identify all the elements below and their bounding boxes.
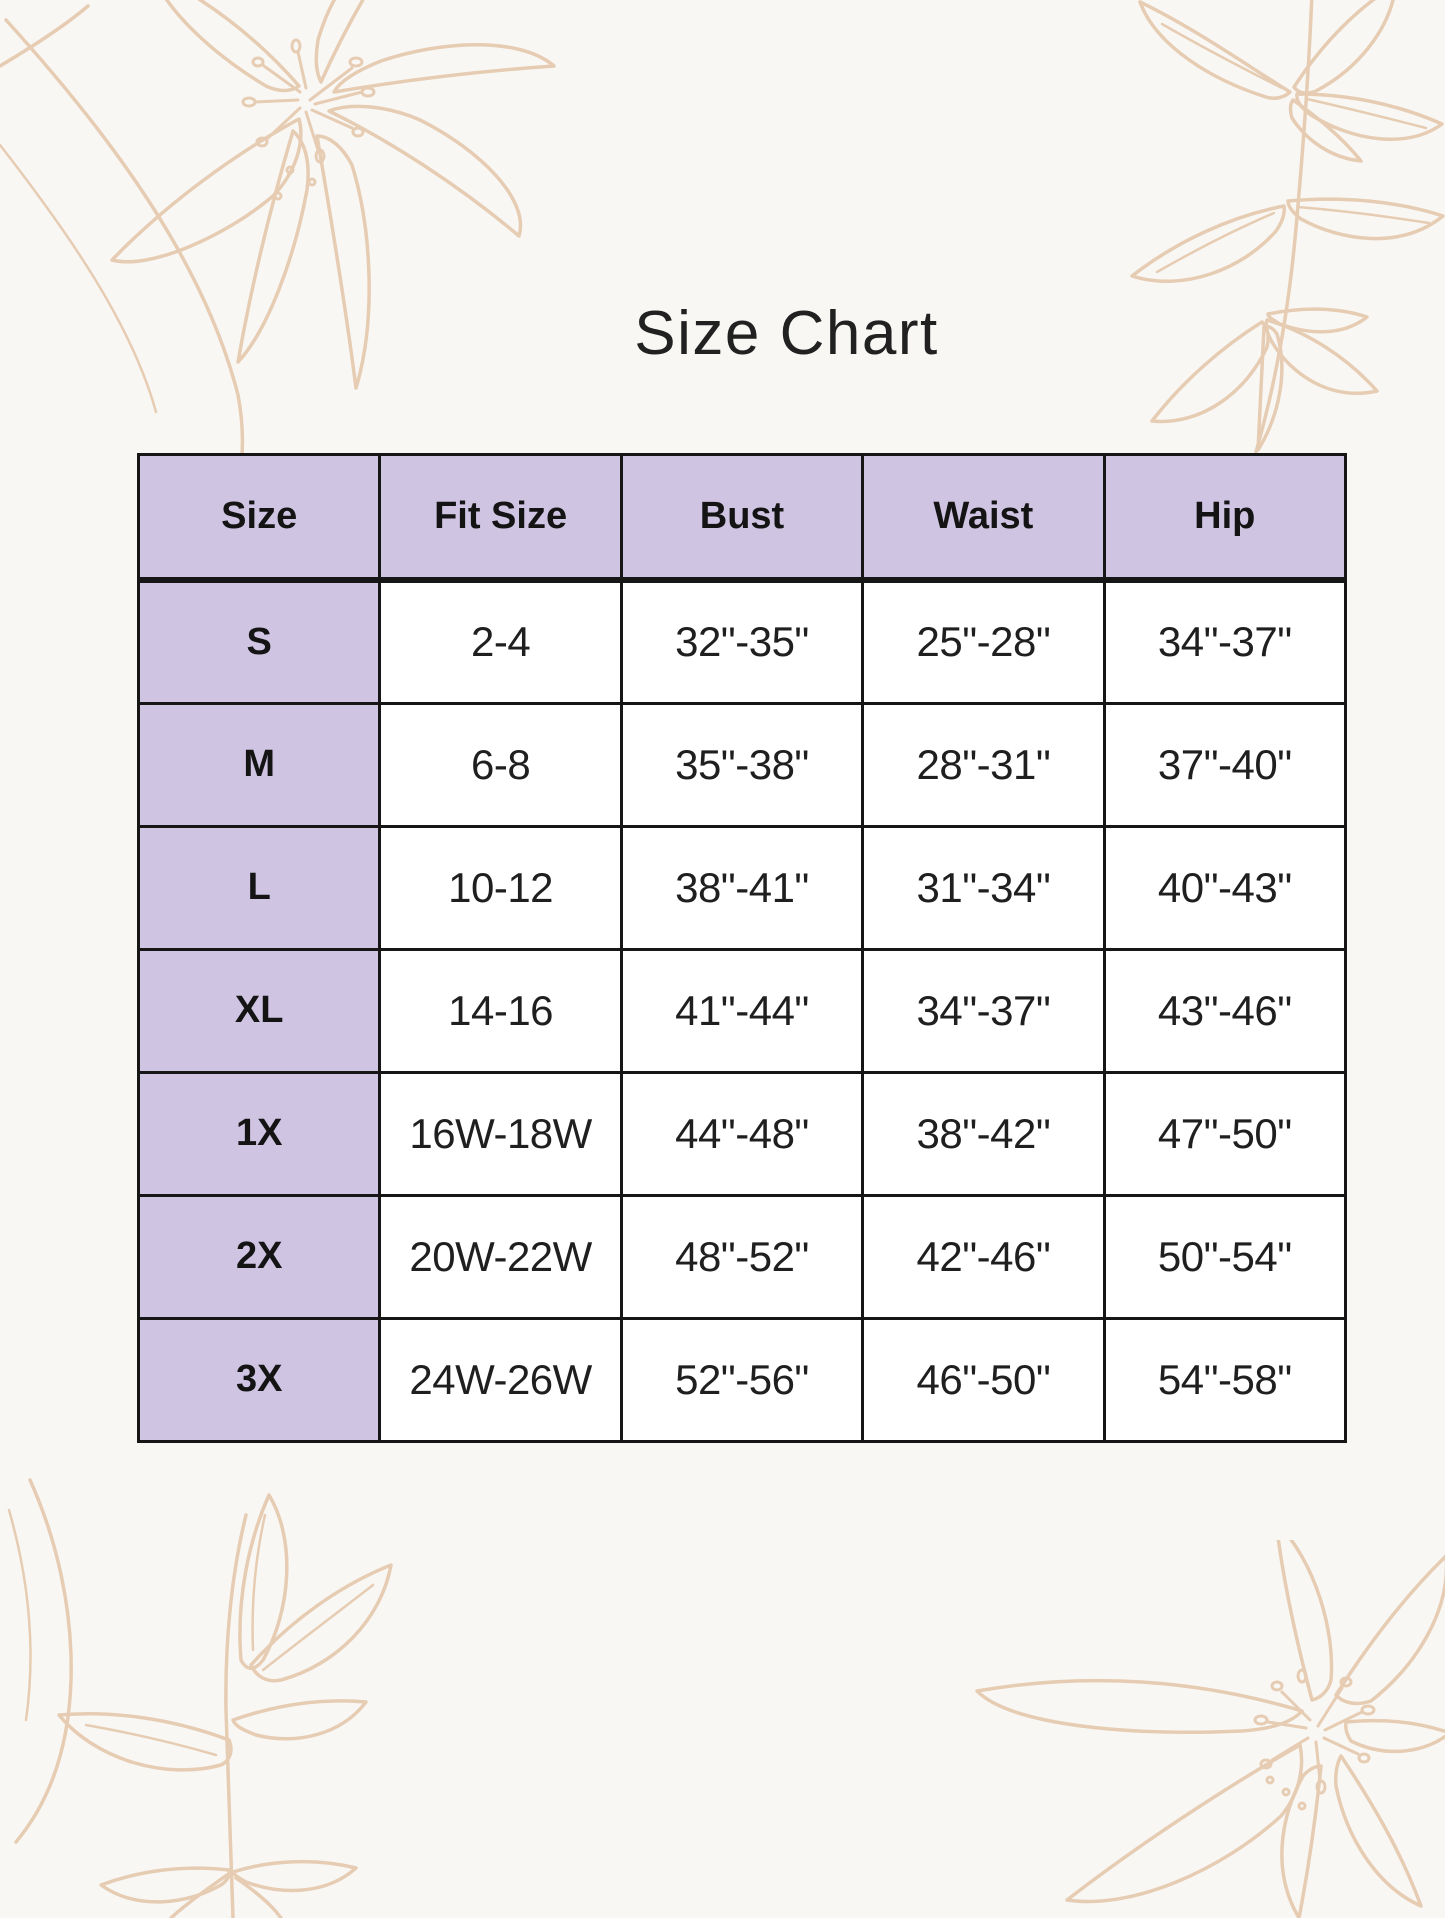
cell-bust: 38"-41" xyxy=(619,824,865,951)
row-label: 3X xyxy=(136,1316,382,1443)
cell-bust: 41"-44" xyxy=(619,947,865,1074)
row-label: L xyxy=(136,824,382,951)
cell-hip: 37"-40" xyxy=(1102,701,1348,828)
cell-bust: 32"-35" xyxy=(619,578,865,705)
cell-waist: 28"-31" xyxy=(861,701,1106,828)
table-row-1x: 1X 16W-18W 44"-48" 38"-42" 47"-50" xyxy=(136,1070,1348,1197)
row-label: 1X xyxy=(136,1070,382,1197)
header-cell-hip: Hip xyxy=(1102,453,1348,583)
row-label: 2X xyxy=(136,1193,382,1320)
header-cell-waist: Waist xyxy=(861,453,1106,583)
cell-bust: 52"-56" xyxy=(619,1316,865,1443)
cell-hip: 54"-58" xyxy=(1102,1316,1348,1443)
cell-hip: 50"-54" xyxy=(1102,1193,1348,1320)
size-chart-table: Size Fit Size Bust Waist Hip S 2-4 32"-3… xyxy=(136,453,1348,1443)
header-cell-fit-size: Fit Size xyxy=(378,453,623,583)
row-label: S xyxy=(136,578,382,705)
row-label: XL xyxy=(136,947,382,1074)
cell-waist: 42"-46" xyxy=(861,1193,1106,1320)
page-title: Size Chart xyxy=(634,299,939,368)
cell-fit-size: 2-4 xyxy=(378,578,623,705)
table-row-s: S 2-4 32"-35" 25"-28" 34"-37" xyxy=(136,578,1348,705)
header-cell-bust: Bust xyxy=(619,453,865,583)
cell-waist: 38"-42" xyxy=(861,1070,1106,1197)
cell-fit-size: 14-16 xyxy=(378,947,623,1074)
table-body: S 2-4 32"-35" 25"-28" 34"-37" M 6-8 35"-… xyxy=(136,578,1348,1443)
cell-bust: 48"-52" xyxy=(619,1193,865,1320)
row-label: M xyxy=(136,701,382,828)
flower-line-art-icon xyxy=(975,1540,1445,1918)
leaf-branch-line-art-icon xyxy=(1130,0,1445,454)
table-row-m: M 6-8 35"-38" 28"-31" 37"-40" xyxy=(136,701,1348,828)
table-row-xl: XL 14-16 41"-44" 34"-37" 43"-46" xyxy=(136,947,1348,1074)
cell-bust: 35"-38" xyxy=(619,701,865,828)
table-header: Size Fit Size Bust Waist Hip xyxy=(136,453,1348,583)
table-row-2x: 2X 20W-22W 48"-52" 42"-46" 50"-54" xyxy=(136,1193,1348,1320)
cell-waist: 46"-50" xyxy=(861,1316,1106,1443)
cell-hip: 47"-50" xyxy=(1102,1070,1348,1197)
cell-fit-size: 24W-26W xyxy=(378,1316,623,1443)
cell-fit-size: 10-12 xyxy=(378,824,623,951)
cell-hip: 40"-43" xyxy=(1102,824,1348,951)
table-row-3x: 3X 24W-26W 52"-56" 46"-50" 54"-58" xyxy=(136,1316,1348,1443)
cell-hip: 43"-46" xyxy=(1102,947,1348,1074)
cell-fit-size: 6-8 xyxy=(378,701,623,828)
cell-waist: 25"-28" xyxy=(861,578,1106,705)
cell-waist: 31"-34" xyxy=(861,824,1106,951)
header-row: Size Fit Size Bust Waist Hip xyxy=(136,453,1348,583)
cell-fit-size: 20W-22W xyxy=(378,1193,623,1320)
cell-fit-size: 16W-18W xyxy=(378,1070,623,1197)
cell-bust: 44"-48" xyxy=(619,1070,865,1197)
table-row-l: L 10-12 38"-41" 31"-34" 40"-43" xyxy=(136,824,1348,951)
leaf-stem-line-art-icon xyxy=(7,1478,393,1918)
cell-waist: 34"-37" xyxy=(861,947,1106,1074)
cell-hip: 34"-37" xyxy=(1102,578,1348,705)
header-cell-size: Size xyxy=(136,453,382,583)
